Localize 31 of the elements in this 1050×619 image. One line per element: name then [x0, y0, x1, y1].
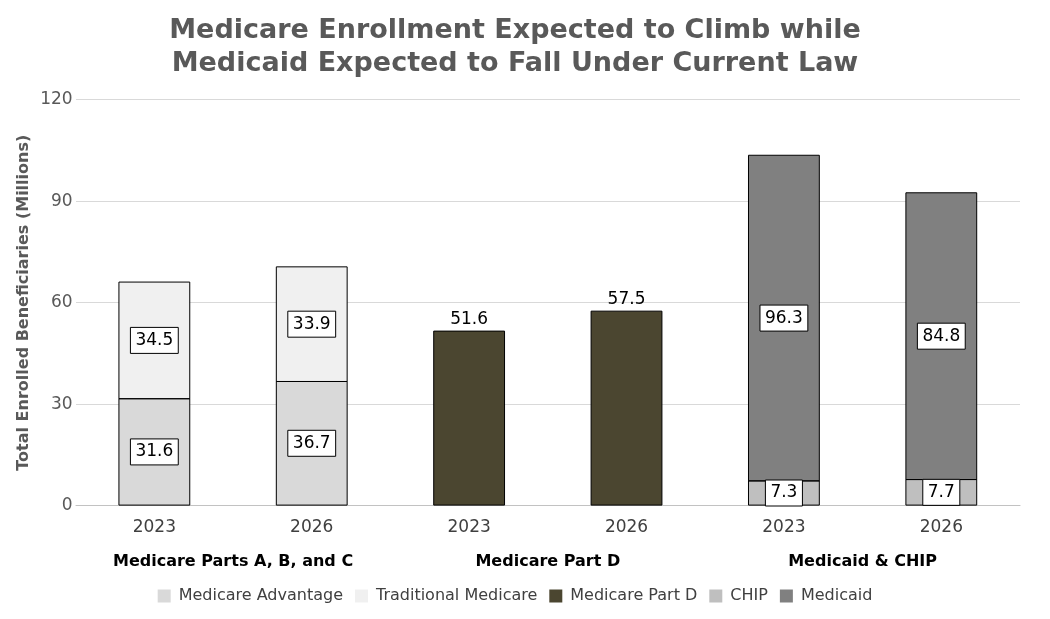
- legend-label: Medicaid: [800, 585, 873, 605]
- data-label: 96.3: [764, 306, 803, 327]
- y-axis-title: Total Enrolled Beneficiaries (Millions): [12, 134, 32, 471]
- legend-label: Medicare Advantage: [178, 585, 343, 605]
- y-tick-label: 0: [61, 494, 73, 515]
- x-tick-label: 2026: [604, 516, 649, 537]
- text: Medicare Part D: [475, 551, 621, 571]
- data-label: 7.7: [927, 480, 955, 501]
- data-label: 57.5: [607, 287, 646, 308]
- chart-title: Medicare Enrollment Expected to Climb while Medicaid Expected to Fall Under Current Law: [169, 13, 861, 77]
- data-label: 51.6: [450, 307, 489, 328]
- y-tick-label: 30: [51, 392, 73, 413]
- data-label: 31.6: [135, 440, 174, 461]
- legend-label: Medicare Part D: [570, 585, 698, 605]
- data-label: 33.9: [292, 312, 331, 333]
- x-tick-label: 2026: [290, 516, 334, 537]
- y-tick-label: 60: [51, 291, 73, 312]
- x-tick-label: 2023: [132, 516, 176, 537]
- text: Medicaid & CHIP: [788, 551, 938, 571]
- text: Medicare Parts A, B, and C: [112, 551, 354, 571]
- x-tick-label: 2023: [447, 516, 491, 537]
- data-label: 34.5: [135, 328, 174, 349]
- data-label: 36.7: [292, 431, 331, 452]
- legend-label: CHIP: [730, 585, 769, 605]
- data-label: 7.3: [770, 481, 798, 502]
- data-label: 84.8: [922, 324, 961, 345]
- x-tick-label: 2023: [762, 516, 806, 537]
- y-tick-label: 90: [51, 189, 73, 210]
- legend-label: Traditional Medicare: [374, 585, 538, 605]
- x-tick-label: 2026: [919, 516, 963, 537]
- y-tick-label: 120: [40, 88, 73, 109]
